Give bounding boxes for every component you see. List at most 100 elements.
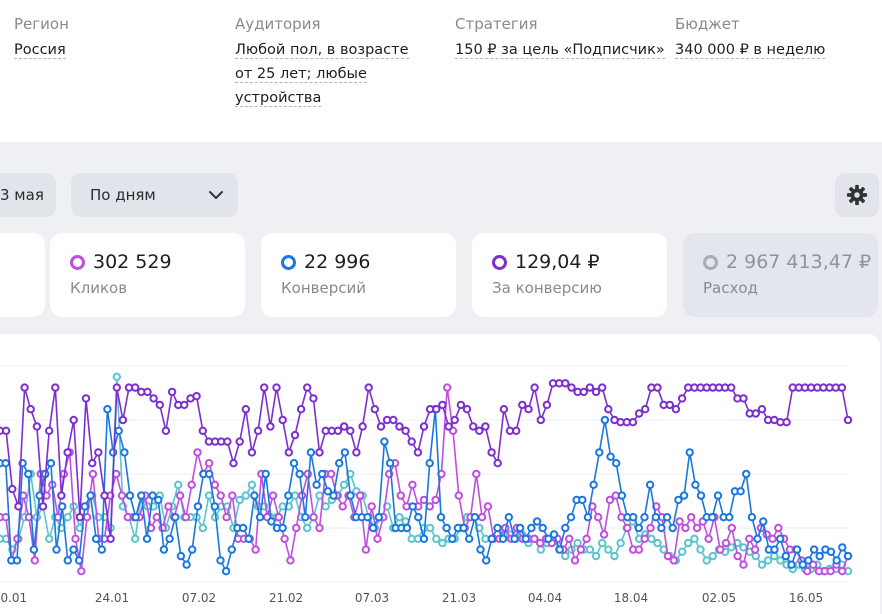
data-point[interactable] — [309, 513, 318, 522]
data-point[interactable] — [674, 495, 683, 505]
data-point[interactable] — [759, 517, 768, 526]
data-point[interactable] — [8, 484, 17, 494]
data-point[interactable] — [376, 422, 386, 431]
data-point[interactable] — [763, 556, 773, 565]
data-point[interactable] — [108, 448, 118, 457]
data-point[interactable] — [727, 383, 736, 392]
data-point[interactable] — [570, 556, 580, 565]
data-point[interactable] — [532, 517, 542, 526]
data-point[interactable] — [100, 491, 109, 500]
data-point[interactable] — [843, 415, 853, 425]
data-point[interactable] — [339, 480, 349, 490]
data-point[interactable] — [58, 502, 67, 511]
data-point[interactable] — [651, 513, 660, 522]
data-point[interactable] — [131, 383, 140, 392]
data-point[interactable] — [103, 405, 112, 414]
data-point[interactable] — [346, 491, 355, 500]
data-point[interactable] — [198, 523, 208, 533]
data-point[interactable] — [361, 545, 371, 554]
data-point[interactable] — [301, 513, 310, 522]
data-point[interactable] — [665, 400, 674, 410]
data-point[interactable] — [315, 491, 324, 500]
data-point[interactable] — [355, 491, 365, 500]
data-point[interactable] — [395, 513, 404, 522]
data-point[interactable] — [646, 523, 655, 533]
data-point[interactable] — [591, 551, 601, 561]
data-point[interactable] — [284, 491, 293, 500]
data-point[interactable] — [396, 491, 405, 500]
data-point[interactable] — [69, 545, 78, 554]
data-point[interactable] — [696, 491, 706, 500]
data-point[interactable] — [278, 415, 287, 425]
data-point[interactable] — [152, 513, 162, 522]
data-point[interactable] — [691, 480, 700, 490]
data-point[interactable] — [751, 409, 760, 418]
data-point[interactable] — [88, 459, 97, 468]
data-point[interactable] — [296, 405, 306, 414]
data-point[interactable] — [94, 448, 103, 457]
data-point[interactable] — [585, 383, 595, 392]
data-point[interactable] — [12, 556, 22, 565]
data-point[interactable] — [247, 448, 257, 457]
data-point[interactable] — [753, 534, 762, 544]
data-point[interactable] — [757, 560, 767, 569]
data-point[interactable] — [462, 405, 472, 414]
data-point[interactable] — [340, 448, 350, 457]
data-point[interactable] — [419, 534, 429, 544]
data-point[interactable] — [750, 545, 760, 554]
data-point[interactable] — [370, 405, 379, 414]
data-point[interactable] — [555, 545, 564, 554]
data-point[interactable] — [573, 538, 582, 548]
data-point[interactable] — [448, 534, 457, 544]
data-point[interactable] — [1, 459, 10, 468]
data-point[interactable] — [81, 394, 91, 403]
data-point[interactable] — [645, 480, 655, 490]
data-point[interactable] — [131, 534, 140, 544]
data-point[interactable] — [456, 400, 466, 410]
data-point[interactable] — [640, 513, 649, 522]
data-point[interactable] — [335, 459, 344, 468]
data-point[interactable] — [280, 534, 289, 544]
data-point[interactable] — [425, 502, 434, 511]
data-point[interactable] — [544, 534, 553, 544]
data-point[interactable] — [244, 534, 253, 544]
data-point[interactable] — [567, 383, 576, 392]
data-point[interactable] — [290, 491, 300, 500]
data-point[interactable] — [629, 513, 638, 522]
data-point[interactable] — [792, 545, 802, 554]
data-point[interactable] — [260, 383, 269, 392]
data-point[interactable] — [583, 513, 593, 522]
data-point[interactable] — [24, 469, 33, 479]
data-point[interactable] — [521, 534, 530, 544]
data-point[interactable] — [617, 491, 627, 500]
data-point[interactable] — [481, 422, 490, 431]
data-point[interactable] — [578, 495, 587, 505]
data-point[interactable] — [272, 383, 281, 392]
data-point[interactable] — [367, 502, 376, 511]
region-value[interactable]: Россия — [14, 42, 66, 59]
data-point[interactable] — [368, 523, 378, 533]
data-point[interactable] — [373, 534, 382, 544]
data-point[interactable] — [733, 551, 742, 561]
data-point[interactable] — [63, 513, 72, 522]
data-point[interactable] — [71, 534, 80, 544]
data-point[interactable] — [148, 491, 157, 500]
data-point[interactable] — [117, 491, 127, 500]
data-point[interactable] — [470, 513, 480, 522]
data-point[interactable] — [604, 545, 613, 554]
data-point[interactable] — [309, 394, 318, 403]
data-point[interactable] — [358, 422, 367, 431]
strategy-value[interactable]: 150 ₽ за цель «Подписчик» — [455, 42, 665, 59]
data-point[interactable] — [436, 513, 446, 522]
data-point[interactable] — [210, 480, 220, 490]
metric-card-cost-per-conversion[interactable]: 129,04 ₽ За конверсию — [472, 233, 667, 317]
data-point[interactable] — [739, 394, 748, 403]
metric-card-spend[interactable]: 2 967 413,47 ₽ Расход — [683, 233, 878, 317]
data-point[interactable] — [329, 491, 338, 500]
data-point[interactable] — [669, 556, 678, 565]
data-point[interactable] — [216, 491, 225, 500]
data-point[interactable] — [628, 418, 638, 427]
data-point[interactable] — [477, 513, 487, 522]
data-point[interactable] — [566, 513, 576, 522]
data-point[interactable] — [407, 437, 416, 446]
